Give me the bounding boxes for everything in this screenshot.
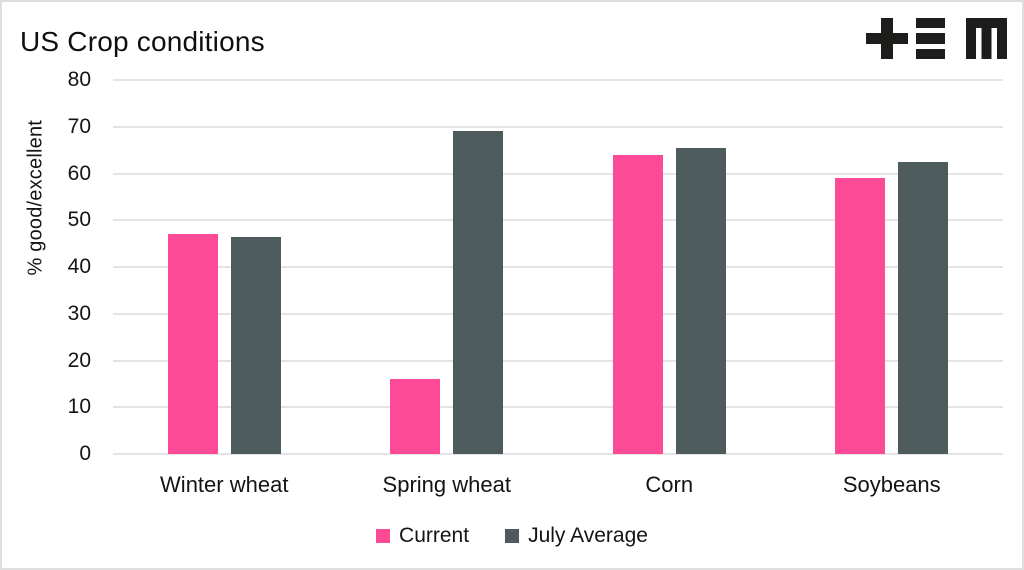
- y-axis-title: % good/excellent: [24, 119, 47, 276]
- bar-current-spring-wheat: [390, 379, 441, 454]
- bar-group-winter-wheat: [113, 80, 336, 454]
- gridline-70: [113, 125, 1003, 128]
- y-tick-label-20: 20: [67, 348, 91, 372]
- y-tick-label-80: 80: [67, 68, 91, 91]
- legend-label-current: Current: [399, 524, 470, 547]
- legend-label-july-average: July Average: [528, 524, 648, 547]
- gridline-50: [113, 219, 1003, 222]
- gridline-80: [113, 79, 1003, 81]
- bar-current-winter-wheat: [167, 234, 218, 454]
- legend-swatch-july-average: [505, 529, 520, 543]
- y-tick-label-60: 60: [67, 161, 91, 185]
- gridline-0: [113, 453, 1003, 455]
- bar-july-average-spring-wheat: [453, 131, 504, 454]
- legend-item-current: Current: [376, 524, 469, 548]
- bar-july-average-winter-wheat: [230, 236, 281, 454]
- gridline-10: [113, 406, 1003, 409]
- y-tick-label-70: 70: [67, 114, 91, 138]
- bar-current-corn: [612, 154, 663, 454]
- x-category-label-winter-wheat: Winter wheat: [160, 472, 289, 497]
- bar-group-spring-wheat: [336, 80, 559, 454]
- x-category-label-spring-wheat: Spring wheat: [382, 472, 511, 497]
- x-category-label-soybeans: Soybeans: [842, 472, 941, 497]
- x-axis-labels: Winter wheat Spring wheat Corn Soybeans: [113, 472, 1003, 498]
- legend: Current July Average: [2, 524, 1022, 548]
- gridline-20: [113, 359, 1003, 362]
- bar-july-average-corn: [675, 147, 726, 454]
- y-tick-label-30: 30: [67, 301, 91, 325]
- bar-current-soybeans: [835, 178, 886, 454]
- gridline-30: [113, 312, 1003, 315]
- plot-area: 0 10 20 30 40 50 60 70 80: [68, 68, 1003, 465]
- y-tick-label-50: 50: [67, 208, 91, 232]
- gridline-60: [113, 172, 1003, 175]
- legend-item-july-average: July Average: [505, 524, 648, 548]
- y-tick-label-40: 40: [67, 255, 91, 278]
- legend-swatch-current: [376, 529, 391, 543]
- bars-layer: [113, 80, 1003, 454]
- y-tick-label-10: 10: [67, 395, 91, 419]
- chart-title: US Crop conditions: [20, 26, 265, 57]
- y-tick-label-0: 0: [79, 442, 91, 465]
- tem-logo: [866, 18, 1007, 59]
- x-category-label-corn: Corn: [645, 472, 694, 497]
- bar-july-average-soybeans: [898, 161, 949, 454]
- gridline-40: [113, 266, 1003, 268]
- bar-group-corn: [558, 80, 781, 454]
- bar-group-soybeans: [781, 80, 1004, 454]
